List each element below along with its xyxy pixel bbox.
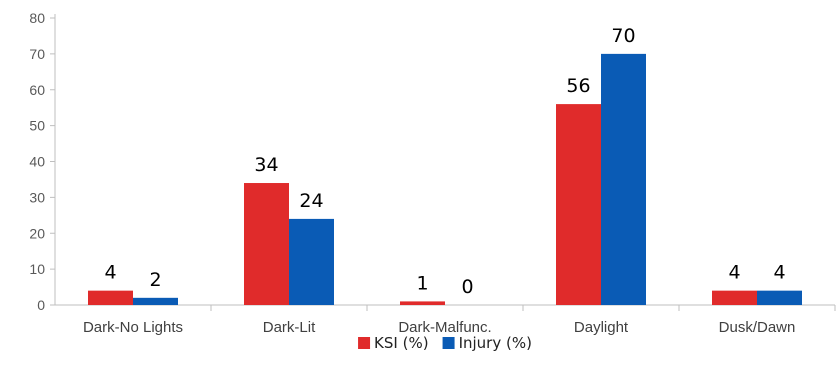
- data-label: 24: [299, 190, 323, 212]
- data-label: 4: [728, 262, 740, 284]
- legend-swatch: [442, 337, 455, 349]
- x-tick-label: Dusk/Dawn: [719, 319, 796, 336]
- y-tick-label: 80: [29, 10, 45, 26]
- data-label: 70: [611, 25, 635, 47]
- x-tick-label: Dark-Malfunc.: [398, 319, 491, 336]
- bar-injury: [289, 218, 334, 305]
- x-axis: Dark-No Lights Dark-Lit Dark-Malfunc. Dayli…: [50, 304, 836, 336]
- legend-swatch: [358, 337, 371, 349]
- y-tick-label: 70: [29, 46, 45, 62]
- data-label: 0: [461, 276, 473, 298]
- y-tick-label: 50: [29, 118, 45, 134]
- data-label: 56: [566, 75, 590, 97]
- bars: [88, 53, 802, 305]
- data-label: 1: [416, 272, 428, 294]
- bar-ksi: [244, 183, 289, 305]
- data-labels: 4 2 34 24 1 0 56 70 4 4: [104, 25, 785, 298]
- bar-injury: [757, 290, 802, 305]
- data-label: 34: [254, 154, 278, 176]
- bar-ksi: [88, 290, 133, 305]
- y-tick-label: 10: [29, 261, 45, 277]
- y-tick-label: 0: [37, 297, 45, 313]
- data-label: 4: [773, 262, 785, 284]
- x-tick-label: Daylight: [574, 319, 629, 336]
- legend-label: Injury (%): [459, 334, 532, 352]
- y-tick-label: 60: [29, 82, 45, 98]
- bar-ksi: [556, 104, 601, 305]
- x-tick-label: Dark-Lit: [263, 319, 316, 336]
- legend: KSI (%) Injury (%): [358, 334, 532, 352]
- data-label: 2: [149, 269, 161, 291]
- legend-label: KSI (%): [374, 334, 429, 352]
- data-label: 4: [104, 262, 116, 284]
- y-tick-label: 40: [29, 154, 45, 170]
- legend-item: Injury (%): [442, 334, 532, 352]
- x-tick-label: Dark-No Lights: [83, 319, 183, 336]
- bar-ksi: [712, 290, 757, 305]
- legend-item: KSI (%): [358, 334, 429, 352]
- bar-injury: [133, 297, 178, 305]
- bar-ksi: [400, 301, 445, 305]
- bar-injury: [601, 53, 646, 305]
- y-tick-label: 20: [29, 225, 45, 241]
- y-tick-label: 30: [29, 189, 45, 205]
- y-axis: 0 10 20 30 40 50 60 70 80: [29, 10, 56, 313]
